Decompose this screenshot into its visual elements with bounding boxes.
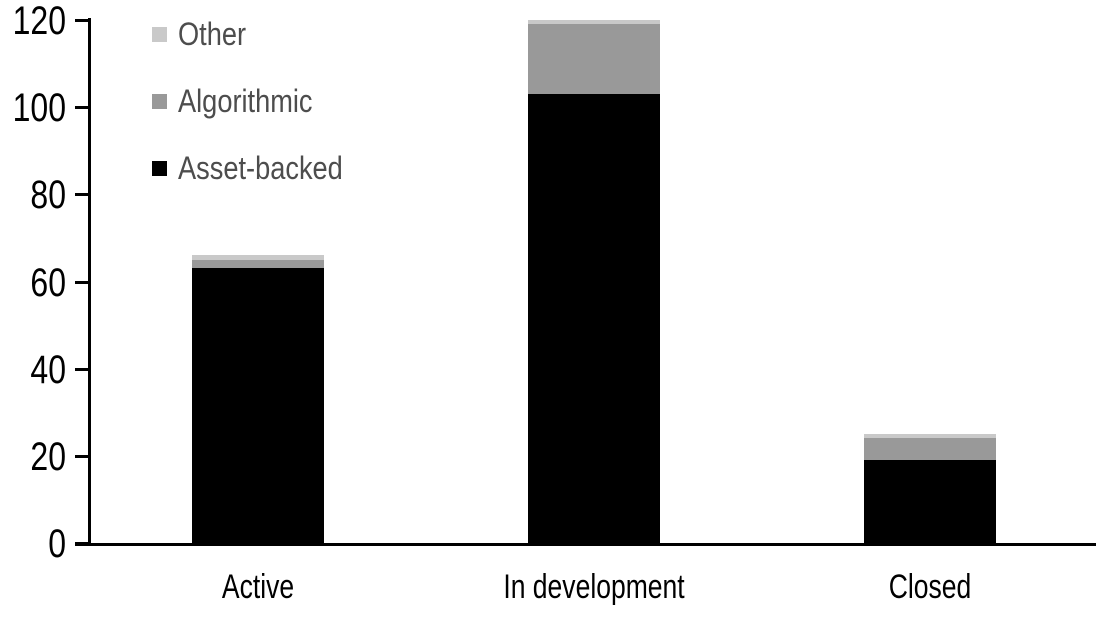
bar-segment-other [864, 434, 996, 439]
legend-item-algorithmic: Algorithmic [152, 83, 336, 119]
y-axis-tick-label: 120 [12, 0, 67, 43]
legend-label-algorithmic: Algorithmic [178, 82, 313, 119]
y-axis-tick-mark [75, 367, 88, 371]
bar-segment-algorithmic [528, 24, 660, 95]
y-axis-tick-label: 0 [48, 522, 66, 566]
bar-segment-asset-backed [528, 94, 660, 543]
legend-item-asset-backed: Asset-backed [152, 150, 372, 186]
x-axis-category-label-active: Active [221, 568, 295, 606]
x-axis-category-label-in-development: In development [503, 568, 685, 606]
y-axis-tick-mark [75, 542, 88, 545]
legend-label-other: Other [178, 15, 247, 52]
bar-segment-algorithmic [192, 259, 324, 269]
x-axis-category-label-closed: Closed [888, 568, 972, 606]
y-axis-tick-label: 40 [30, 347, 66, 392]
bar-segment-asset-backed [192, 268, 324, 543]
legend-swatch-asset-backed-icon [152, 160, 167, 176]
bar-segment-other [528, 20, 660, 25]
y-axis-tick-mark [75, 19, 88, 22]
bar-closed [864, 434, 996, 543]
legend-swatch-algorithmic-icon [152, 93, 167, 109]
bar-segment-algorithmic [864, 438, 996, 461]
legend-swatch-other-icon [152, 26, 167, 42]
legend-label-asset-backed: Asset-backed [178, 149, 343, 186]
bar-segment-asset-backed [864, 460, 996, 543]
y-axis-tick-mark [75, 280, 88, 284]
bar-in-development [528, 20, 660, 543]
y-axis-line [88, 18, 91, 546]
y-axis-tick-label: 100 [12, 86, 67, 131]
x-axis-line [75, 543, 1096, 546]
y-axis-tick-label: 80 [30, 173, 66, 218]
y-axis-tick-mark [75, 193, 88, 197]
y-axis-tick-mark [75, 454, 88, 458]
bar-active [192, 255, 324, 543]
legend-item-other: Other [152, 16, 258, 52]
y-axis-tick-label: 60 [30, 260, 66, 305]
y-axis-tick-label: 20 [30, 434, 66, 479]
y-axis-tick-mark [75, 106, 88, 110]
bar-segment-other [192, 255, 324, 260]
